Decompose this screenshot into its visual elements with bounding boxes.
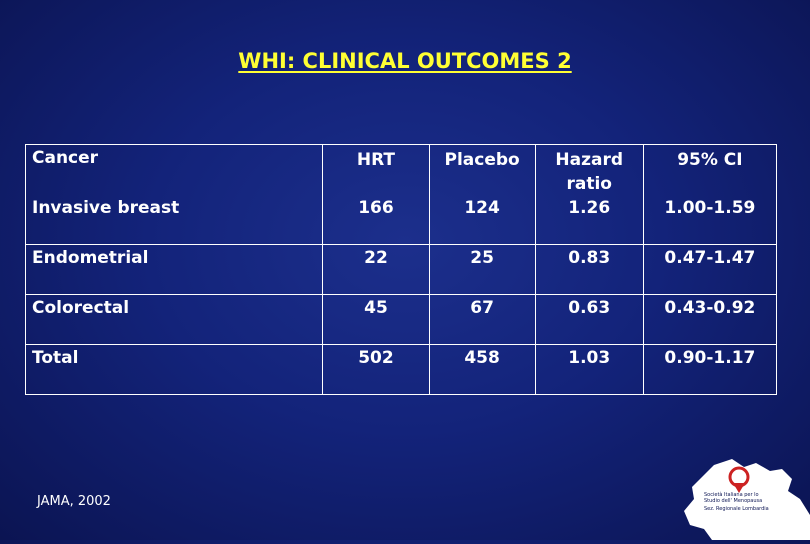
cell-hazard-ratio: 1.26	[568, 198, 611, 218]
header-cell-ci: 95% CI 1.00-1.59	[642, 144, 778, 245]
cell-placebo: 124	[464, 198, 500, 218]
table-cell: 0.90-1.17	[642, 344, 778, 395]
header-cancer: Cancer	[32, 148, 99, 168]
cell-hrt: 502	[358, 348, 394, 368]
table-cell: 0.63	[534, 294, 644, 345]
table-cell: 0.47-1.47	[642, 244, 778, 295]
header-hrt: HRT	[356, 150, 396, 170]
cell-placebo: 25	[470, 248, 494, 268]
slide-title: WHI: CLINICAL OUTCOMES 2	[238, 49, 572, 73]
cell-hazard-ratio: 1.03	[568, 348, 611, 368]
cell-placebo: 458	[464, 348, 500, 368]
table-row: Colorectal 45 67 0.63 0.43-0.92	[24, 294, 778, 345]
header-cell-hazard-ratio: Hazard ratio 1.26	[534, 144, 644, 245]
table-cell: 45	[322, 294, 430, 345]
row-label-cell: Colorectal	[24, 294, 324, 345]
logo-line2: Studio dell' Menopausa	[704, 498, 763, 504]
cell-ci: 0.43-0.92	[664, 298, 756, 318]
cell-hrt: 22	[364, 248, 388, 268]
table-cell: 25	[428, 244, 536, 295]
table-cell: 0.43-0.92	[642, 294, 778, 345]
logo-line3: Sez. Regionale Lombardia	[704, 506, 769, 512]
logo-line1: Società Italiana per lo	[704, 492, 759, 498]
cell-hazard-ratio: 0.83	[568, 248, 611, 268]
row-label-cell: Total	[24, 344, 324, 395]
society-logo: Società Italiana per lo Studio dell' Men…	[684, 455, 810, 540]
table-cell: 458	[428, 344, 536, 395]
header-placebo: Placebo	[444, 150, 520, 170]
cell-ci: 0.47-1.47	[664, 248, 756, 268]
table-row: Total 502 458 1.03 0.90-1.17	[24, 344, 778, 395]
cell-hrt: 166	[358, 198, 394, 218]
table-cell: 502	[322, 344, 430, 395]
citation: JAMA, 2002	[37, 494, 111, 509]
cell-ci: 1.00-1.59	[664, 198, 756, 218]
cell-placebo: 67	[470, 298, 494, 318]
cell-ci: 0.90-1.17	[664, 348, 756, 368]
cell-hazard-ratio: 0.63	[568, 298, 611, 318]
header-cell-hrt: HRT 166	[322, 144, 430, 245]
header-cell-cancer: Cancer Invasive breast	[24, 144, 324, 245]
region-map-icon	[684, 459, 810, 540]
row-label-colorectal: Colorectal	[32, 298, 130, 318]
outcomes-table: Cancer Invasive breast HRT 166 Placebo 1…	[24, 144, 778, 395]
header-ci: 95% CI	[677, 150, 743, 170]
table-cell: 67	[428, 294, 536, 345]
header-cell-placebo: Placebo 124	[428, 144, 536, 245]
row-label-invasive-breast: Invasive breast	[32, 198, 180, 218]
table-cell: 0.83	[534, 244, 644, 295]
cell-hrt: 45	[364, 298, 388, 318]
row-label-endometrial: Endometrial	[32, 248, 149, 268]
table-cell: 1.03	[534, 344, 644, 395]
table-cell: 22	[322, 244, 430, 295]
table-row: Endometrial 22 25 0.83 0.47-1.47	[24, 244, 778, 295]
header-hazard-ratio-line2: ratio	[566, 174, 612, 194]
table-header-row: Cancer Invasive breast HRT 166 Placebo 1…	[24, 144, 778, 245]
row-label-total: Total	[32, 348, 79, 368]
row-label-cell: Endometrial	[24, 244, 324, 295]
header-hazard-ratio-line1: Hazard	[555, 150, 624, 170]
